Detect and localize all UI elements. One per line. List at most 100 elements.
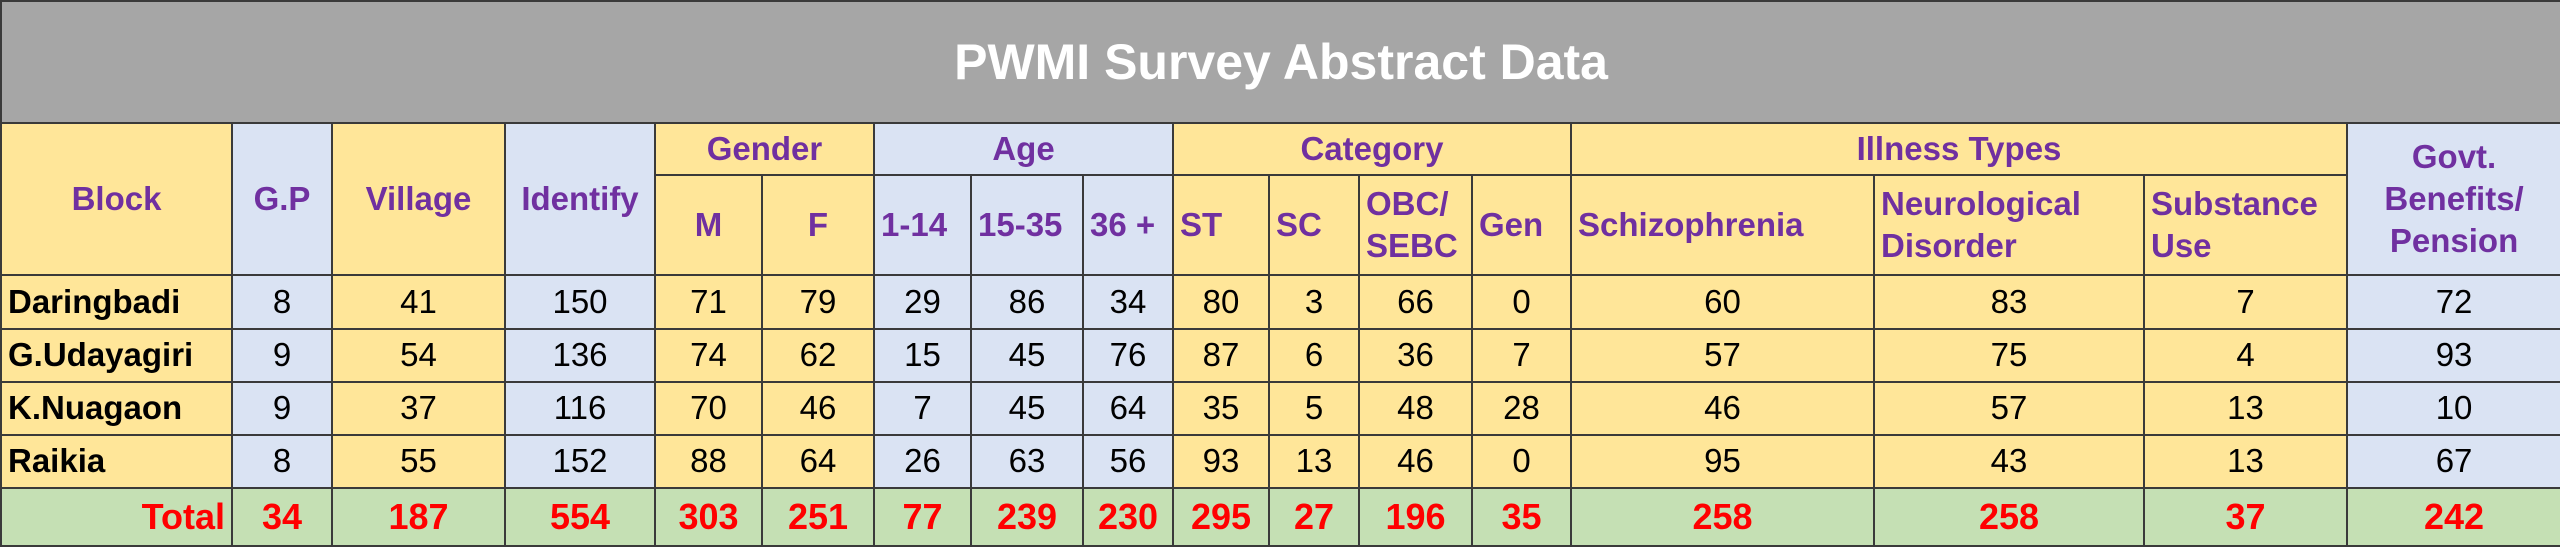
cell-gender-f: 79 [761,274,875,330]
cell-village: 54 [331,327,506,383]
header-category-gen: Gen [1471,174,1572,277]
cell-gp: 8 [231,433,333,489]
cell-obc-sebc: 66 [1358,274,1473,330]
cell-gp: 9 [231,327,333,383]
header-gender-m: M [654,174,763,277]
cell-obc-sebc: 48 [1358,380,1473,436]
cell-schizophrenia: 57 [1570,327,1875,383]
cell-gender-m: 70 [654,380,763,436]
cell-age-1-14: 15 [873,327,972,383]
cell-obc-sebc: 36 [1358,327,1473,383]
cell-schizophrenia: 95 [1570,433,1875,489]
cell-govt-benefits: 10 [2345,380,2560,436]
header-age-1-14: 1-14 [873,174,972,277]
total-gen: 35 [1471,486,1572,547]
cell-substance-use: 7 [2143,274,2348,330]
header-category-sc: SC [1268,174,1360,277]
header-illness-neurological-disorder: Neurological Disorder [1873,174,2145,277]
cell-age-1-14: 26 [873,433,972,489]
cell-age-36-plus: 76 [1082,327,1174,383]
cell-govt-benefits: 93 [2345,327,2560,383]
header-block: Block [0,122,233,277]
cell-substance-use: 13 [2143,433,2348,489]
cell-block: Raikia [0,433,233,489]
cell-gp: 9 [231,380,333,436]
cell-sc: 3 [1268,274,1360,330]
total-gp: 34 [231,486,333,547]
cell-gender-f: 64 [761,433,875,489]
table-row: Daringbadi 8 41 150 71 79 29 86 34 80 3 66 0 60 83 7 72 [0,274,2560,330]
cell-identify: 152 [504,433,656,489]
cell-gender-m: 71 [654,274,763,330]
cell-age-15-35: 45 [970,327,1084,383]
total-sc: 27 [1268,486,1360,547]
header-gender: Gender [654,122,875,177]
header-gp: G.P [231,122,333,277]
cell-neurological-disorder: 83 [1873,274,2145,330]
total-st: 295 [1172,486,1270,547]
cell-sc: 5 [1268,380,1360,436]
header-gender-f: F [761,174,875,277]
cell-gender-m: 88 [654,433,763,489]
cell-gen: 0 [1471,433,1572,489]
cell-gender-m: 74 [654,327,763,383]
cell-age-36-plus: 64 [1082,380,1174,436]
cell-gen: 0 [1471,274,1572,330]
cell-age-1-14: 29 [873,274,972,330]
cell-gen: 28 [1471,380,1572,436]
header-age-36-plus: 36 + [1082,174,1174,277]
header-village: Village [331,122,506,277]
page-title: PWMI Survey Abstract Data [0,0,2560,125]
table-row: K.Nuagaon 9 37 116 70 46 7 45 64 35 5 48 28 46 57 13 10 [0,380,2560,436]
cell-identify: 136 [504,327,656,383]
table-row: Raikia 8 55 152 88 64 26 63 56 93 13 46 0 95 43 13 67 [0,433,2560,489]
header-identify: Identify [504,122,656,277]
cell-obc-sebc: 46 [1358,433,1473,489]
cell-village: 55 [331,433,506,489]
cell-neurological-disorder: 75 [1873,327,2145,383]
cell-substance-use: 4 [2143,327,2348,383]
total-age-15-35: 239 [970,486,1084,547]
header-illness-types: Illness Types [1570,122,2348,177]
cell-govt-benefits: 67 [2345,433,2560,489]
cell-schizophrenia: 46 [1570,380,1875,436]
total-identify: 554 [504,486,656,547]
cell-sc: 13 [1268,433,1360,489]
header-illness-schizophrenia: Schizophrenia [1570,174,1875,277]
cell-age-36-plus: 56 [1082,433,1174,489]
cell-gen: 7 [1471,327,1572,383]
cell-schizophrenia: 60 [1570,274,1875,330]
header-age-15-35: 15-35 [970,174,1084,277]
header-category: Category [1172,122,1572,177]
cell-village: 37 [331,380,506,436]
total-village: 187 [331,486,506,547]
total-neurological-disorder: 258 [1873,486,2145,547]
cell-st: 87 [1172,327,1270,383]
cell-st: 35 [1172,380,1270,436]
total-row: Total 34 187 554 303 251 77 239 230 295 27 196 35 258… [0,486,2560,547]
total-age-1-14: 77 [873,486,972,547]
cell-block: K.Nuagaon [0,380,233,436]
cell-block: G.Udayagiri [0,327,233,383]
header-age: Age [873,122,1174,177]
total-label: Total [0,486,233,547]
cell-neurological-disorder: 43 [1873,433,2145,489]
cell-gp: 8 [231,274,333,330]
cell-identify: 150 [504,274,656,330]
cell-sc: 6 [1268,327,1360,383]
cell-govt-benefits: 72 [2345,274,2560,330]
cell-identify: 116 [504,380,656,436]
cell-age-1-14: 7 [873,380,972,436]
header-illness-substance-use: Substance Use [2143,174,2348,277]
cell-neurological-disorder: 57 [1873,380,2145,436]
cell-st: 80 [1172,274,1270,330]
header-category-st: ST [1172,174,1270,277]
total-govt-benefits: 242 [2345,486,2560,547]
total-obc-sebc: 196 [1358,486,1473,547]
cell-age-15-35: 86 [970,274,1084,330]
cell-block: Daringbadi [0,274,233,330]
header-govt-benefits: Govt. Benefits/ Pension [2345,122,2560,277]
total-age-36-plus: 230 [1082,486,1174,547]
total-schizophrenia: 258 [1570,486,1875,547]
